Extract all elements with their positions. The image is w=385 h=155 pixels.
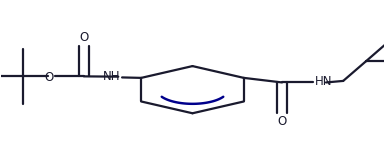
- Text: O: O: [79, 31, 89, 44]
- Text: O: O: [44, 71, 53, 84]
- Text: HN: HN: [315, 75, 332, 88]
- Text: O: O: [278, 115, 287, 128]
- Text: NH: NH: [103, 70, 120, 83]
